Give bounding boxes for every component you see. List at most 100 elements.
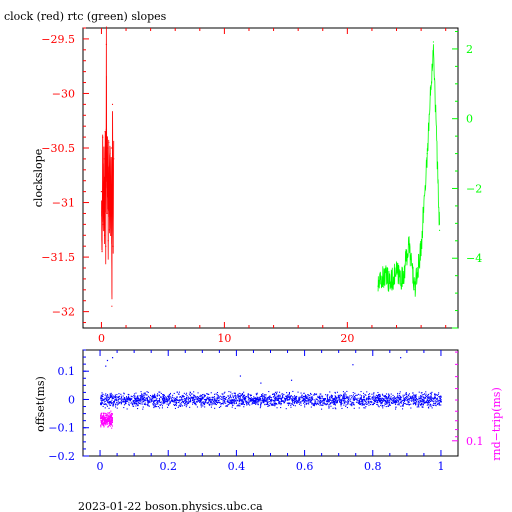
data-point-offset bbox=[208, 397, 210, 399]
data-point-offset bbox=[199, 400, 201, 402]
data-point-offset bbox=[377, 395, 379, 397]
data-point-offset bbox=[176, 396, 178, 398]
data-point-offset bbox=[131, 398, 133, 400]
data-point-offset bbox=[342, 397, 344, 399]
data-point-offset bbox=[288, 393, 290, 395]
data-point-offset bbox=[416, 401, 418, 403]
data-point-offset bbox=[283, 400, 285, 402]
data-point-offset bbox=[328, 407, 330, 409]
data-point-offset bbox=[217, 401, 219, 403]
data-point-offset bbox=[304, 401, 306, 403]
data-point-rnd-trip bbox=[107, 415, 109, 417]
data-point-offset bbox=[305, 400, 307, 402]
data-point-offset bbox=[267, 398, 269, 400]
data-point-offset bbox=[414, 394, 416, 396]
data-point-offset bbox=[395, 400, 397, 402]
data-point-offset bbox=[395, 406, 397, 408]
data-point-offset bbox=[306, 400, 308, 402]
data-point-offset bbox=[276, 392, 278, 394]
data-point-offset bbox=[383, 405, 385, 407]
data-point-rnd-trip bbox=[111, 422, 113, 424]
data-point-offset bbox=[383, 399, 385, 401]
data-point-offset bbox=[163, 401, 165, 403]
data-point-clock bbox=[103, 234, 106, 236]
data-point-offset bbox=[439, 400, 441, 402]
data-point-offset bbox=[299, 399, 301, 401]
data-point-offset bbox=[215, 400, 217, 402]
data-point-offset bbox=[169, 396, 171, 398]
data-point-offset bbox=[294, 399, 296, 401]
data-point-offset bbox=[193, 402, 195, 404]
data-point-offset bbox=[293, 399, 295, 401]
data-point-offset bbox=[262, 402, 264, 404]
data-point-offset bbox=[182, 395, 184, 397]
data-point-offset bbox=[135, 399, 137, 401]
data-point-offset bbox=[281, 398, 283, 400]
data-point-offset bbox=[168, 398, 170, 400]
data-point-offset bbox=[295, 400, 297, 402]
data-point-offset bbox=[348, 400, 350, 402]
data-point-offset bbox=[268, 391, 270, 393]
data-point-offset bbox=[216, 402, 218, 404]
data-point-offset bbox=[299, 402, 301, 404]
data-point-offset bbox=[335, 397, 337, 399]
data-point-offset bbox=[297, 391, 299, 393]
data-point-offset bbox=[101, 394, 103, 396]
data-point-offset bbox=[351, 405, 353, 407]
data-point-offset bbox=[184, 403, 186, 405]
data-point-offset bbox=[258, 401, 260, 403]
data-point-offset bbox=[327, 401, 329, 403]
data-point-offset bbox=[430, 394, 432, 396]
data-point-offset bbox=[251, 399, 253, 401]
data-point-offset bbox=[338, 397, 340, 399]
data-point-rnd-trip bbox=[105, 416, 107, 418]
top-plot-frame bbox=[82, 27, 459, 329]
data-point-offset bbox=[257, 397, 259, 399]
data-point-offset bbox=[194, 399, 196, 401]
data-point-offset bbox=[210, 400, 212, 402]
data-point-offset bbox=[406, 395, 408, 397]
data-point-offset bbox=[377, 397, 379, 399]
data-point-offset bbox=[234, 400, 236, 402]
data-point-offset bbox=[339, 401, 341, 403]
data-point-offset bbox=[261, 397, 263, 399]
data-point-offset bbox=[109, 396, 111, 398]
data-point-offset bbox=[365, 400, 367, 402]
data-point-offset bbox=[184, 399, 186, 401]
data-point-offset bbox=[243, 401, 245, 403]
data-point-offset bbox=[413, 394, 415, 396]
data-point-rnd-trip bbox=[102, 418, 104, 420]
data-point-offset bbox=[107, 397, 109, 399]
data-point-offset bbox=[156, 401, 158, 403]
data-point-offset bbox=[156, 398, 158, 400]
data-point-offset bbox=[241, 395, 243, 397]
data-point-offset bbox=[379, 401, 381, 403]
data-point-offset bbox=[163, 394, 165, 396]
data-point-offset bbox=[234, 407, 236, 409]
data-point-offset bbox=[253, 400, 255, 402]
data-point-offset bbox=[386, 402, 388, 404]
data-point-offset bbox=[110, 404, 112, 406]
data-point-offset bbox=[107, 394, 109, 396]
data-point-offset bbox=[367, 402, 369, 404]
data-point-offset bbox=[137, 400, 139, 402]
data-point-offset bbox=[207, 398, 209, 400]
data-point-offset bbox=[157, 403, 159, 405]
data-point-offset bbox=[270, 399, 272, 401]
data-point-offset bbox=[359, 398, 361, 400]
data-point-offset bbox=[437, 400, 439, 402]
data-point-offset bbox=[117, 400, 119, 402]
data-point-offset bbox=[376, 403, 378, 405]
data-point-offset bbox=[158, 391, 160, 393]
data-point-offset bbox=[195, 404, 197, 406]
data-point-offset bbox=[176, 391, 178, 393]
data-point-offset bbox=[220, 406, 222, 408]
data-point-offset bbox=[107, 402, 109, 404]
data-point-offset bbox=[400, 398, 402, 400]
data-point-offset bbox=[310, 401, 312, 403]
data-point-offset bbox=[206, 399, 208, 401]
data-point-offset bbox=[402, 404, 404, 406]
data-point-offset bbox=[203, 394, 205, 396]
data-point-offset bbox=[192, 396, 194, 398]
data-point-offset bbox=[410, 397, 412, 399]
